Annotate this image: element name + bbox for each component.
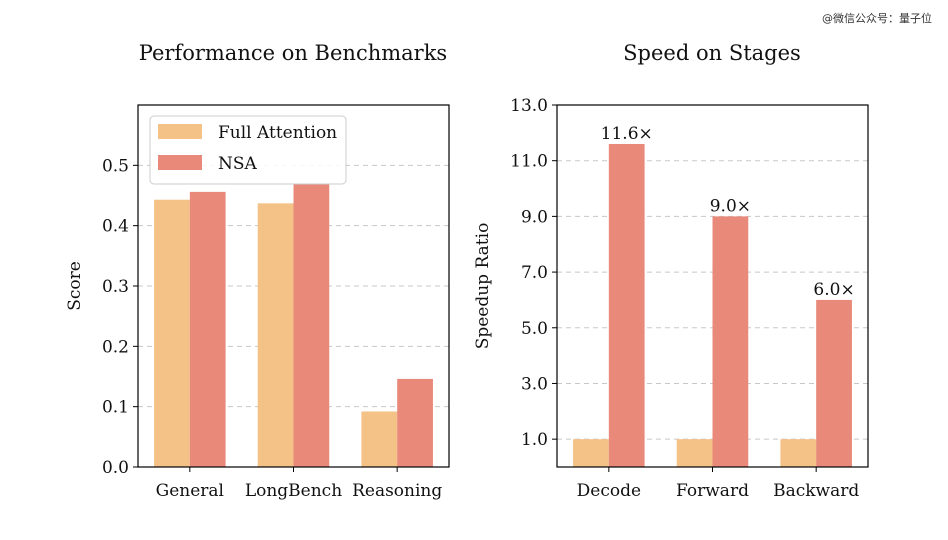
y-tick-label: 7.0 bbox=[521, 263, 548, 283]
y-tick-label: 9.0 bbox=[521, 207, 548, 227]
x-tick-label: LongBench bbox=[245, 481, 342, 501]
x-tick-label: Reasoning bbox=[352, 481, 442, 501]
y-tick-label: 0.4 bbox=[102, 217, 129, 237]
bar-full-attention bbox=[676, 439, 713, 467]
chart-2-title: Speed on Stages bbox=[623, 41, 801, 65]
y-tick-label: 0.0 bbox=[102, 458, 129, 478]
y-tick-label: 0.5 bbox=[102, 156, 129, 176]
x-tick-label: Forward bbox=[676, 481, 749, 501]
watermark: @微信公众号：量子位 bbox=[822, 12, 932, 25]
legend-label: Full Attention bbox=[218, 123, 337, 143]
chart-1-plot: General LongBench Reasoning 0.0 0.1 0.2 0.3 0.4… bbox=[102, 104, 450, 501]
bar-full-attention bbox=[154, 199, 190, 467]
x-tick-label: Decode bbox=[577, 481, 641, 501]
bar-full-attention bbox=[573, 439, 609, 467]
y-tick-label: 5.0 bbox=[521, 319, 548, 339]
legend-swatch-full-attention bbox=[158, 124, 202, 139]
legend-swatch-nsa bbox=[158, 155, 202, 170]
chart-1-ylabel: Score bbox=[65, 261, 85, 311]
y-tick-label: 0.1 bbox=[102, 398, 129, 418]
bar-nsa bbox=[816, 299, 852, 467]
bar-full-attention bbox=[780, 439, 817, 467]
bar-nsa bbox=[712, 216, 749, 467]
legend: Full Attention NSA bbox=[149, 115, 347, 185]
chart-1-title: Performance on Benchmarks bbox=[139, 41, 447, 65]
bar-full-attention bbox=[361, 411, 398, 467]
y-tick-label: 1.0 bbox=[521, 430, 548, 450]
bar-full-attention bbox=[257, 203, 294, 468]
bar-nsa bbox=[397, 378, 433, 467]
plot-frame bbox=[556, 104, 869, 468]
data-label: 9.0× bbox=[710, 196, 751, 216]
data-label: 11.6× bbox=[601, 124, 653, 144]
y-tick-label: 3.0 bbox=[521, 374, 548, 394]
x-tick-label: Backward bbox=[773, 481, 859, 501]
bar-nsa bbox=[293, 184, 330, 467]
y-tick-label: 13.0 bbox=[510, 96, 548, 116]
bar-nsa bbox=[189, 191, 226, 467]
y-tick-label: 0.2 bbox=[102, 337, 129, 357]
y-tick-label: 11.0 bbox=[510, 152, 548, 172]
y-tick-label: 0.3 bbox=[102, 277, 129, 297]
chart-2-ylabel: Speedup Ratio bbox=[473, 223, 493, 350]
chart-2-plot: Decode 11.6× Forward 9.0× Backward 6.0× 1.0 3.0… bbox=[510, 96, 869, 501]
data-label: 6.0× bbox=[813, 280, 854, 300]
plot-frame bbox=[137, 104, 450, 468]
x-tick-label: General bbox=[156, 481, 224, 501]
legend-label: NSA bbox=[218, 154, 258, 174]
bar-nsa bbox=[608, 143, 645, 467]
